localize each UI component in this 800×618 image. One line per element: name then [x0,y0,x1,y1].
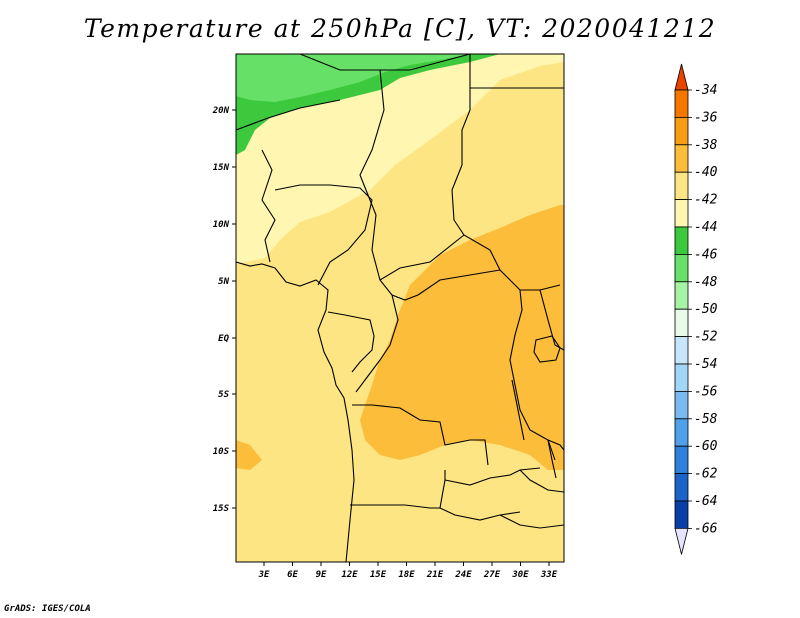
colorbar-label: -38 [694,138,718,153]
grads-credit: GrADS: IGES/COLA [4,604,91,614]
lon-label: 27E [483,570,501,580]
colorbar-box [674,171,689,200]
lat-label: 10S [213,447,230,457]
field-minus42-south [236,470,564,562]
colorbar-box [674,117,689,146]
border-bottom [499,514,564,529]
border-congo-drc [355,294,399,393]
colorbar-label: -52 [694,330,718,345]
lat-label: 5S [218,390,229,400]
colorbar-label: -64 [694,494,717,509]
field-minus46 [236,54,470,102]
colorbar-box [674,363,689,392]
colorbar-bottom-arrow [674,528,689,555]
lat-label: 15S [213,504,230,514]
border-angola-drc [352,404,489,466]
lon-label: 6E [287,570,298,580]
colorbar-box [674,308,689,338]
lon-label: 9E [316,570,327,580]
colorbar-top-arrow [674,63,689,91]
colorbar-box [674,144,689,173]
field-minus38 [360,205,564,470]
border-sahara [299,54,471,71]
longitude-axis: 3E 6E 9E 12E 15E 18E 21E 24E 27E 30E 33E [258,562,558,580]
lat-label: 5N [218,277,229,287]
border-drc-east [509,289,556,461]
lon-label: 30E [511,570,529,580]
border-libya [461,54,471,165]
latitude-axis: 20N 15N 10N 5N EQ 5S 10S 15S [212,106,236,514]
colorbar-box [674,500,689,529]
country-borders [236,54,564,562]
border-zambia-east [519,469,564,493]
lake-tanganyika [511,379,525,441]
border-west [261,149,276,263]
lake-malawi [547,439,557,479]
coastline [236,261,355,562]
field-minus42-north [236,54,564,264]
colorbar-label: -54 [694,357,717,372]
colorbar-box [674,281,689,310]
border-cameroon [371,214,419,301]
colorbar-box [674,418,689,447]
lon-label: 21E [426,570,444,580]
border-nigeria [274,184,373,286]
border-car [379,234,465,281]
border-gabon [327,311,375,373]
colorbar-box [674,336,689,365]
colorbar-box [674,226,689,255]
lon-label: 15E [370,570,387,580]
colorbar-label: -46 [694,247,718,262]
lon-label: 33E [540,570,558,580]
colorbar-label: -42 [694,193,718,208]
colorbar: -34 -36 -38 -40 -42 -44 -46 -48 -50 -52 -54 -56 -58 -… [674,63,718,555]
border-car-drc [417,269,501,296]
colorbar-label: -58 [694,412,718,427]
colorbar-label: -40 [694,165,718,180]
colorbar-label: -36 [694,110,718,125]
lat-label: EQ [218,334,229,344]
colorbar-label: -48 [694,275,718,290]
border-mali [236,99,341,131]
colorbar-label: -60 [694,439,718,454]
field-minus38-west [236,440,262,470]
lake-victoria [533,335,561,363]
colorbar-label: -56 [694,384,718,399]
border-namibia [439,507,521,521]
colorbar-label: -62 [694,467,718,482]
lat-label: 10N [213,220,230,230]
colorbar-box [674,199,689,228]
colorbar-label: -34 [694,83,717,98]
border-chad-sudan [451,164,561,291]
colorbar-box [674,253,689,283]
colorbar-label: -44 [694,220,717,235]
lat-label: 15N [213,163,230,173]
lon-label: 3E [258,570,270,580]
plot-title: Temperature at 250hPa [C], VT: 202004121… [83,14,717,43]
colorbar-label: -50 [694,302,718,317]
colorbar-box [674,89,689,118]
lon-label: 24E [454,570,472,580]
colorbar-box [674,390,689,420]
colorbar-box [674,473,689,502]
lon-label: 12E [341,570,358,580]
lon-label: 18E [398,570,415,580]
colorbar-box [674,445,689,475]
map-frame [235,53,565,563]
colorbar-label: -66 [694,521,718,536]
border-tanzania [547,439,564,451]
border-zambia [444,467,541,486]
temperature-field [236,54,564,562]
lat-label: 20N [212,106,230,116]
